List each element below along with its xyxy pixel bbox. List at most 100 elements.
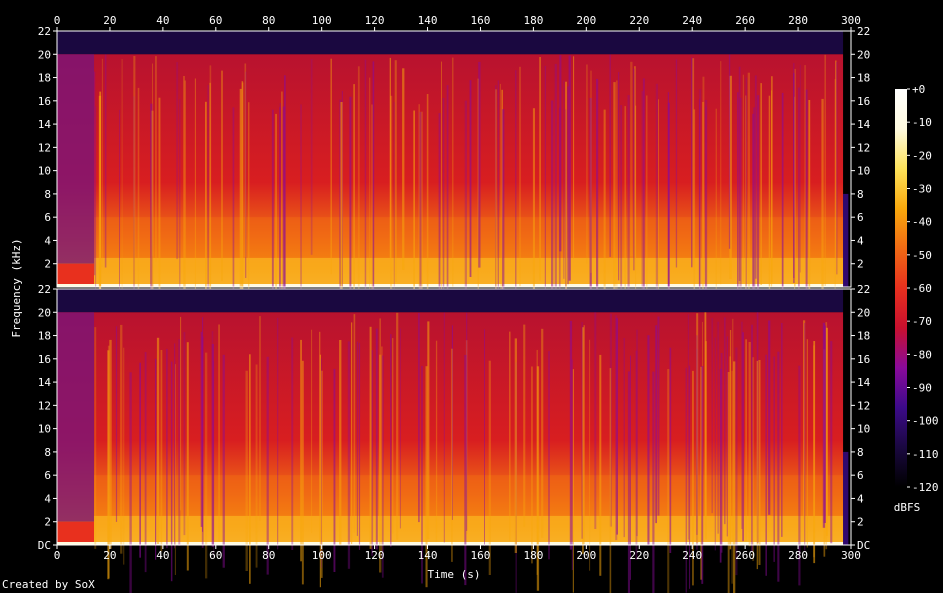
streak (451, 325, 453, 520)
streak (372, 61, 375, 295)
streak (194, 78, 196, 301)
streak (805, 89, 808, 295)
streak (726, 336, 728, 537)
streak (834, 79, 836, 312)
streak (793, 73, 795, 283)
streak (152, 63, 153, 257)
streak (794, 68, 796, 288)
streak (119, 109, 120, 305)
streak (502, 109, 505, 340)
streak (419, 112, 422, 319)
y-tick-label-left: 16 (38, 95, 51, 108)
intro-low-band (57, 263, 95, 287)
streak (275, 113, 277, 320)
streak (667, 102, 670, 309)
y-axis-label: Frequency (kHz) (10, 238, 23, 337)
streak (133, 96, 135, 310)
streak (705, 106, 707, 329)
streak (700, 366, 702, 580)
streak (565, 109, 567, 317)
streak (825, 322, 828, 550)
y-tick-label-right: 2 (857, 258, 864, 271)
streak (300, 104, 302, 306)
streak (139, 362, 141, 558)
streak (155, 56, 157, 262)
x-tick-label-bottom: 280 (788, 549, 808, 562)
y-tick-label-left: 14 (38, 118, 52, 131)
credit-text: Created by SoX (2, 578, 95, 591)
streak (271, 109, 274, 320)
streak (781, 92, 784, 290)
streak (396, 312, 399, 540)
streak (729, 356, 731, 550)
y-tick-label-left: 20 (38, 306, 51, 319)
streak (635, 350, 638, 560)
streak (211, 344, 214, 547)
streak (435, 340, 438, 542)
streak (714, 337, 716, 551)
spectrogram-panel-2 (57, 289, 851, 593)
colorbar-tick-label: -30 (912, 183, 932, 196)
streak (291, 337, 294, 550)
streak (509, 331, 511, 542)
streak (798, 87, 800, 318)
streak (696, 335, 698, 535)
streak (95, 106, 97, 309)
x-tick-label-top: 20 (103, 14, 116, 27)
above-cutoff-band (57, 31, 844, 55)
streak (565, 81, 567, 309)
streak (390, 95, 393, 322)
streak (609, 368, 612, 593)
streak (724, 317, 726, 525)
x-tick-label-top: 240 (682, 14, 702, 27)
colorbar-tick-label: -70 (912, 315, 932, 328)
streak (255, 364, 258, 568)
streak (727, 372, 730, 593)
y-tick-label-right: 6 (857, 211, 864, 224)
streak (618, 72, 620, 281)
x-tick-label-bottom: 260 (735, 549, 755, 562)
streak (821, 98, 824, 309)
streak (717, 321, 719, 534)
fade-out (843, 451, 849, 545)
streak (693, 109, 696, 310)
streak (94, 327, 97, 549)
streak (123, 347, 125, 565)
x-tick-label-bottom: 300 (841, 549, 861, 562)
streak (333, 368, 336, 572)
y-tick-label-right: 2 (857, 516, 864, 529)
streak (634, 66, 636, 260)
streak (137, 87, 140, 304)
streak (603, 109, 606, 338)
streak (793, 63, 795, 278)
streak (284, 75, 286, 292)
colorbar-tick-label: -120 (912, 481, 939, 494)
streak (353, 84, 355, 295)
streak (144, 352, 147, 573)
streak (213, 361, 215, 557)
streak (209, 65, 212, 295)
colorbar-tick-label: -60 (912, 282, 932, 295)
streak (582, 327, 584, 554)
streak (174, 364, 176, 575)
streak (379, 318, 381, 521)
streak (442, 98, 445, 303)
streak (364, 59, 367, 290)
streak (728, 54, 731, 249)
x-tick-label-bottom: 40 (156, 549, 169, 562)
streak (757, 95, 760, 317)
streak (803, 320, 806, 520)
streak (752, 113, 755, 316)
streak (735, 347, 738, 576)
streak (745, 95, 747, 313)
streak (599, 354, 602, 576)
streak (300, 339, 302, 562)
x-tick-label-top: 160 (471, 14, 491, 27)
y-tick-label-right: 20 (857, 306, 870, 319)
streak (825, 327, 828, 536)
colorbar-gradient (895, 89, 907, 487)
streak (729, 75, 732, 279)
y-tick-label-right: 22 (857, 25, 870, 38)
colorbar-tick-label: -100 (912, 415, 939, 428)
streak (657, 316, 660, 516)
